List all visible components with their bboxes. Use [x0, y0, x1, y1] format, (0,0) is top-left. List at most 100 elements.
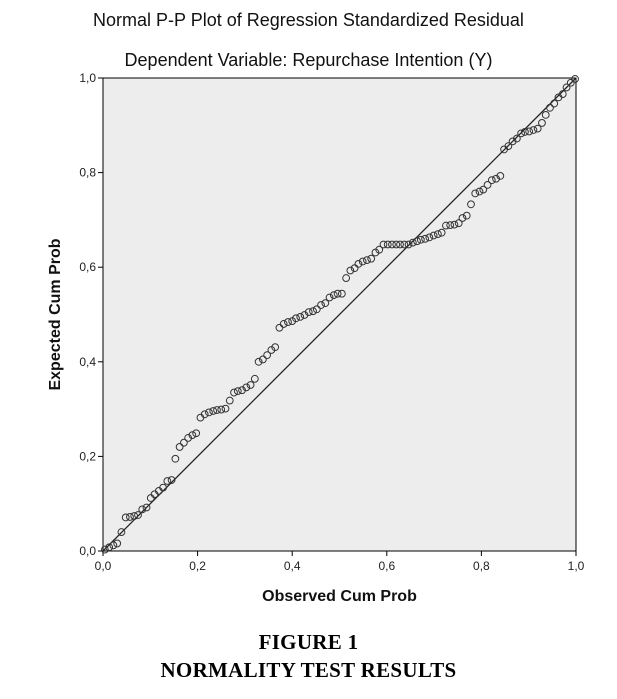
x-tick-label: 1,0 [568, 559, 585, 573]
data-point [342, 274, 351, 282]
data-point [416, 235, 425, 244]
figure-caption-title: NORMALITY TEST RESULTS [160, 658, 457, 682]
data-point [346, 266, 355, 275]
data-point [367, 254, 376, 263]
data-point [400, 240, 409, 249]
x-tick-label: 0,2 [189, 559, 206, 573]
y-tick-label: 0,0 [79, 544, 96, 558]
data-point [205, 408, 213, 417]
data-points [100, 75, 579, 554]
data-point [437, 228, 446, 237]
data-point [142, 503, 151, 512]
data-point [337, 289, 346, 298]
data-point [483, 180, 492, 189]
data-point [192, 429, 201, 438]
data-point [379, 240, 388, 249]
y-tick-label: 0,2 [79, 449, 96, 463]
x-tick-label: 0,4 [284, 559, 301, 573]
data-point [396, 240, 404, 249]
data-point [408, 238, 417, 247]
data-point [471, 189, 480, 198]
data-point [200, 410, 209, 419]
data-point [388, 240, 396, 249]
data-point [230, 388, 238, 397]
data-point [105, 543, 114, 552]
data-point [225, 396, 234, 405]
data-point [358, 257, 367, 266]
data-point [279, 320, 288, 328]
data-point [312, 305, 321, 314]
data-point [512, 134, 521, 143]
x-axis-label: Observed Cum Prob [262, 588, 417, 605]
data-point [533, 124, 542, 133]
data-point [188, 431, 197, 440]
data-point [167, 476, 176, 484]
data-point [421, 234, 430, 243]
data-point [130, 512, 139, 520]
data-point [179, 438, 188, 447]
data-point [333, 289, 342, 298]
data-point [383, 240, 392, 249]
data-point [525, 127, 534, 136]
chart-subtitle: Dependent Variable: Repurchase Intention… [124, 50, 493, 70]
data-point [462, 211, 471, 220]
data-point [571, 75, 579, 83]
data-point [425, 233, 434, 242]
data-point [138, 505, 147, 514]
data-point [363, 256, 371, 265]
data-point [529, 126, 538, 134]
data-point [246, 381, 255, 389]
data-point [479, 185, 488, 194]
data-point [233, 387, 242, 396]
data-point [175, 443, 184, 451]
chart-title: Normal P-P Plot of Regression Standardiz… [93, 10, 524, 30]
data-point [546, 103, 554, 112]
data-point [250, 374, 259, 383]
data-point [413, 237, 421, 246]
data-point [109, 541, 118, 550]
data-point [134, 511, 142, 519]
data-point [450, 220, 459, 229]
y-tick-label: 1,0 [79, 71, 96, 85]
data-point [517, 129, 526, 138]
x-tick-label: 0,6 [378, 559, 395, 573]
data-point [113, 539, 122, 548]
data-point [284, 318, 292, 326]
data-point [117, 528, 126, 536]
axes: 0,0 0,2 0,4 0,6 0,8 1,0 0,0 0,2 0,4 0,6 0,8 1,0 [79, 71, 584, 573]
data-point [429, 231, 438, 240]
data-point [317, 301, 325, 309]
data-point [375, 245, 384, 254]
data-point [321, 299, 330, 308]
data-point [550, 99, 559, 108]
data-point [558, 90, 567, 98]
pp-plot: 0,0 0,2 0,4 0,6 0,8 1,0 0,0 0,2 0,4 0,6 0,8 1,0 Obs… [47, 71, 585, 605]
y-tick-label: 0,8 [79, 166, 96, 180]
figure-caption-number: FIGURE 1 [258, 630, 359, 654]
data-point [446, 221, 455, 230]
data-point [304, 308, 313, 317]
data-point [242, 383, 251, 392]
data-point [309, 307, 317, 316]
y-tick-label: 0,4 [79, 355, 96, 369]
data-point [458, 214, 467, 222]
data-point [329, 291, 338, 300]
data-point [354, 259, 363, 268]
data-point [171, 454, 180, 463]
reference-line [102, 77, 577, 552]
data-point [254, 357, 263, 366]
data-point [126, 513, 134, 521]
data-point [504, 142, 513, 151]
data-point [296, 312, 305, 321]
data-point [433, 230, 442, 238]
data-point [221, 404, 230, 413]
x-tick-label: 0,8 [473, 559, 490, 573]
data-point [263, 351, 272, 360]
data-point [258, 355, 267, 364]
data-point [404, 240, 413, 249]
data-point [100, 545, 109, 554]
data-point [121, 513, 130, 522]
data-point [159, 483, 167, 492]
data-point [209, 407, 218, 415]
y-axis-label: Expected Cum Prob [47, 238, 64, 390]
